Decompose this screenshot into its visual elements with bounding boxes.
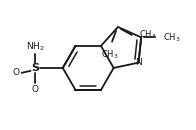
Text: CH$_3$: CH$_3$ xyxy=(163,31,180,44)
Text: NH$_2$: NH$_2$ xyxy=(26,40,45,53)
Text: S: S xyxy=(31,63,39,73)
Text: O: O xyxy=(12,68,19,77)
Text: CH$_3$: CH$_3$ xyxy=(101,48,119,61)
Text: CH$_3$: CH$_3$ xyxy=(140,29,157,41)
Text: O: O xyxy=(32,85,39,94)
Text: N: N xyxy=(135,58,142,67)
